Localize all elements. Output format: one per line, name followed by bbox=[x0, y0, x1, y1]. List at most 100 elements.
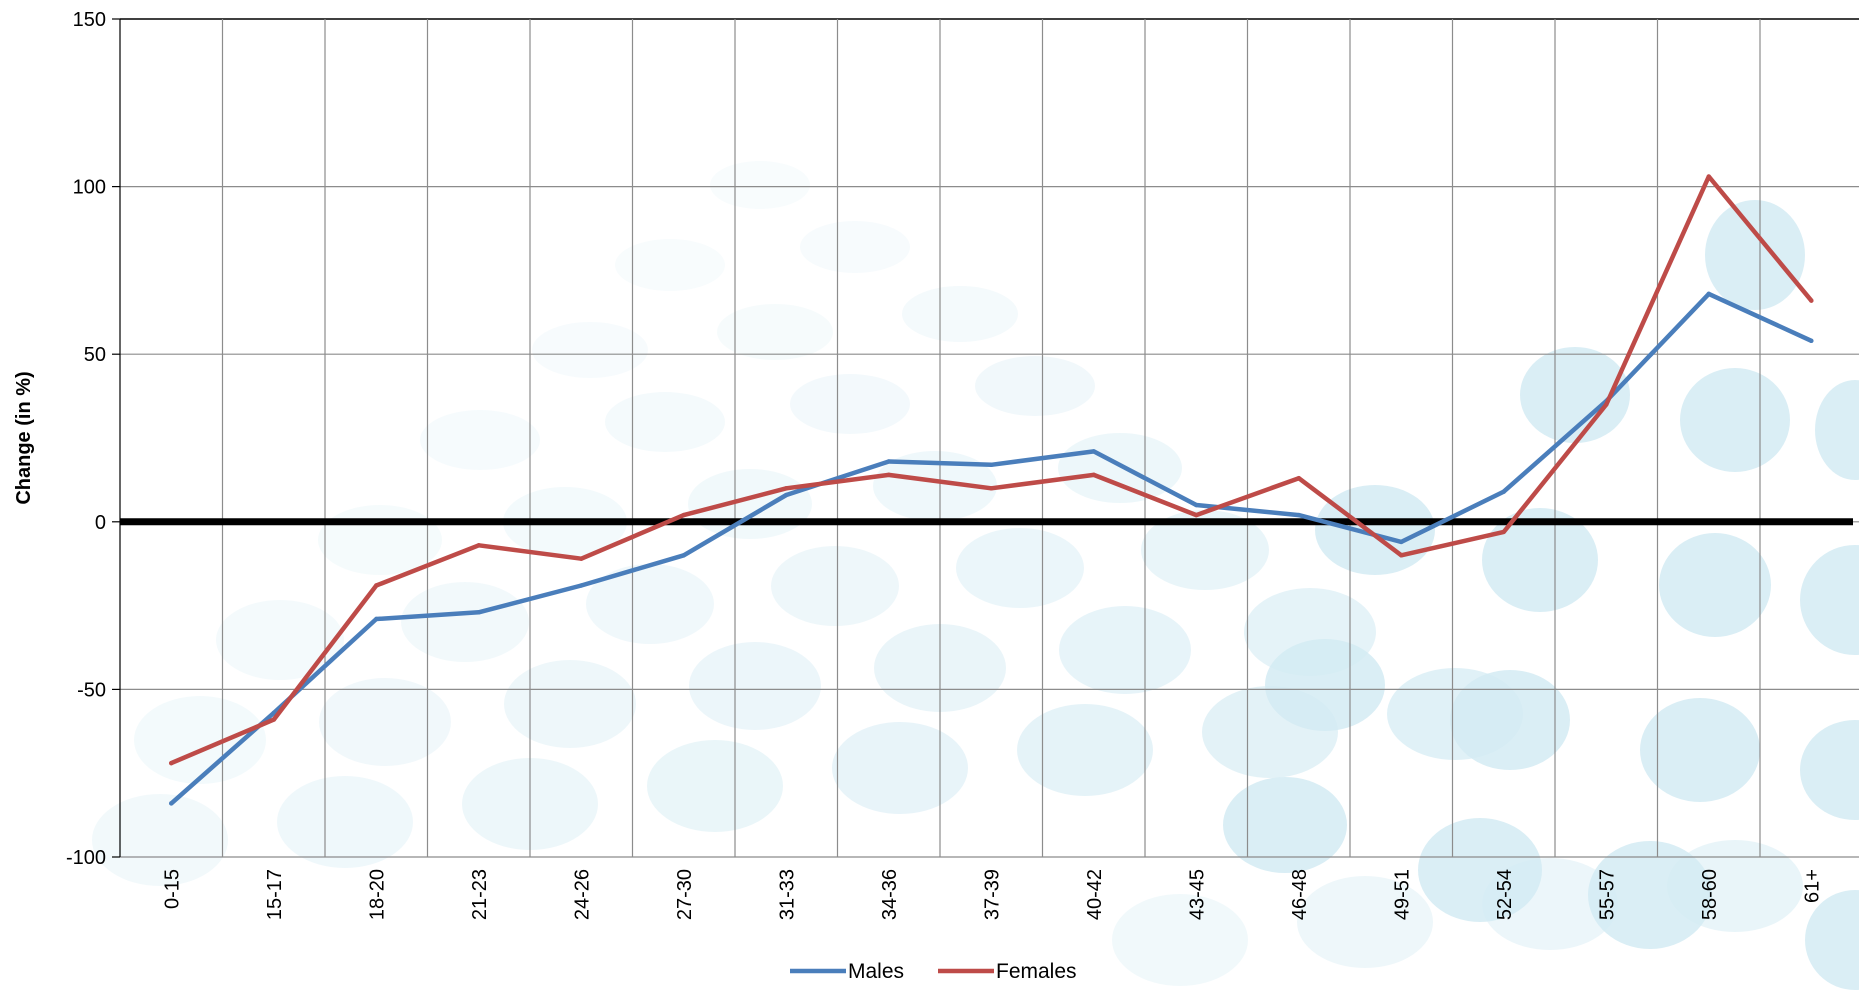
background-bubble bbox=[216, 600, 344, 680]
background-bubble bbox=[586, 564, 714, 644]
data-point-males bbox=[1501, 489, 1506, 494]
background-bubble bbox=[1418, 818, 1542, 922]
data-point-females bbox=[886, 472, 891, 478]
data-point-females bbox=[169, 760, 174, 766]
background-bubble bbox=[1315, 485, 1435, 575]
background-bubble bbox=[1017, 704, 1153, 796]
background-bubble bbox=[1059, 606, 1191, 694]
y-axis-ticks: 150 100 50 0 -50 -100 bbox=[66, 9, 106, 869]
data-point-males bbox=[886, 459, 891, 464]
background-bubble bbox=[1520, 347, 1630, 443]
data-point-females bbox=[374, 583, 379, 588]
background-bubble bbox=[1482, 508, 1598, 612]
x-axis-ticks: 0-15 15-17 18-20 21-23 24-26 27-30 31-33 34-36 3… bbox=[161, 869, 1823, 920]
background-bubble bbox=[319, 678, 451, 766]
data-point-females bbox=[1194, 512, 1199, 518]
background-bubble bbox=[717, 304, 833, 360]
data-point-males bbox=[374, 616, 379, 622]
background-bubble bbox=[790, 374, 910, 434]
data-point-males bbox=[1091, 449, 1096, 454]
x-tick-label: 0-15 bbox=[161, 869, 183, 909]
background-bubble bbox=[975, 356, 1095, 416]
data-point-males bbox=[476, 610, 481, 615]
background-bubble bbox=[1112, 894, 1248, 986]
x-tick-label: 37-39 bbox=[981, 869, 1003, 920]
background-bubble bbox=[277, 776, 413, 868]
background-bubble bbox=[1588, 841, 1712, 949]
y-axis-title: Change (in %) bbox=[13, 371, 35, 504]
background-bubble bbox=[1680, 368, 1790, 472]
x-tick-label: 55-57 bbox=[1596, 869, 1618, 920]
x-tick-label: 27-30 bbox=[674, 869, 696, 920]
data-point-females bbox=[1399, 553, 1404, 558]
data-point-males bbox=[1399, 539, 1404, 545]
data-point-females bbox=[1501, 529, 1506, 535]
background-bubble bbox=[420, 410, 540, 470]
legend-label-males: Males bbox=[848, 960, 904, 983]
background-bubble bbox=[1659, 533, 1771, 637]
background-bubble bbox=[647, 740, 783, 832]
background-bubble bbox=[532, 322, 648, 378]
data-point-males bbox=[989, 462, 994, 468]
background-bubble bbox=[832, 722, 968, 814]
x-tick-label: 40-42 bbox=[1084, 869, 1106, 920]
background-bubble bbox=[1705, 200, 1805, 310]
data-point-males bbox=[271, 710, 276, 716]
background-bubble bbox=[615, 239, 725, 291]
background-bubble bbox=[873, 451, 997, 521]
data-point-females bbox=[271, 717, 276, 722]
background-bubble bbox=[1297, 876, 1433, 968]
background-bubble bbox=[1640, 698, 1760, 802]
x-tick-label: 49-51 bbox=[1391, 869, 1413, 920]
background-bubble bbox=[1223, 777, 1347, 873]
data-point-females bbox=[1604, 402, 1609, 407]
background-bubble bbox=[1800, 720, 1859, 820]
background-bubble bbox=[92, 794, 228, 886]
x-tick-label: 61+ bbox=[1801, 869, 1823, 903]
data-point-females bbox=[681, 512, 686, 518]
background-bubble bbox=[504, 660, 636, 748]
background-bubble bbox=[1450, 670, 1570, 770]
data-point-females bbox=[1296, 476, 1301, 481]
background-bubble bbox=[1800, 545, 1859, 655]
background-bubble bbox=[1265, 639, 1385, 731]
background-bubble bbox=[1058, 433, 1182, 503]
legend-label-females: Females bbox=[996, 960, 1077, 983]
data-point-males bbox=[1194, 502, 1199, 508]
x-tick-label: 24-26 bbox=[571, 869, 593, 920]
background-bubble bbox=[902, 286, 1018, 342]
data-point-males bbox=[1706, 291, 1711, 297]
background-bubble bbox=[1141, 510, 1269, 590]
data-point-males bbox=[681, 553, 686, 558]
data-point-females bbox=[784, 486, 789, 491]
y-tick-label: 50 bbox=[84, 344, 106, 366]
background-bubble bbox=[688, 469, 812, 539]
x-tick-label: 34-36 bbox=[879, 869, 901, 920]
x-tick-label: 21-23 bbox=[469, 869, 491, 920]
x-tick-label: 15-17 bbox=[264, 869, 286, 920]
data-point-males bbox=[579, 583, 584, 588]
y-tick-label: 150 bbox=[73, 9, 106, 31]
data-point-females bbox=[1706, 174, 1711, 179]
x-tick-label: 43-45 bbox=[1186, 869, 1208, 920]
data-point-females bbox=[476, 543, 481, 548]
background-bubble bbox=[318, 505, 442, 575]
data-point-males bbox=[784, 492, 789, 498]
data-point-females bbox=[989, 486, 994, 491]
background-bubble bbox=[956, 528, 1084, 608]
background-bubble bbox=[800, 221, 910, 273]
background-bubble bbox=[710, 161, 810, 209]
background-bubbles-decoration bbox=[92, 161, 1859, 990]
x-tick-label: 58-60 bbox=[1699, 869, 1721, 920]
legend: Males Females bbox=[790, 960, 1077, 983]
background-bubble bbox=[401, 582, 529, 662]
data-point-males bbox=[169, 801, 174, 806]
background-bubble bbox=[1805, 890, 1859, 990]
y-tick-label: 100 bbox=[73, 177, 106, 199]
background-bubble bbox=[689, 642, 821, 730]
x-tick-label: 52-54 bbox=[1494, 869, 1516, 920]
data-point-females bbox=[1809, 298, 1814, 303]
data-point-males bbox=[1296, 512, 1301, 518]
y-tick-label: 0 bbox=[95, 512, 106, 534]
